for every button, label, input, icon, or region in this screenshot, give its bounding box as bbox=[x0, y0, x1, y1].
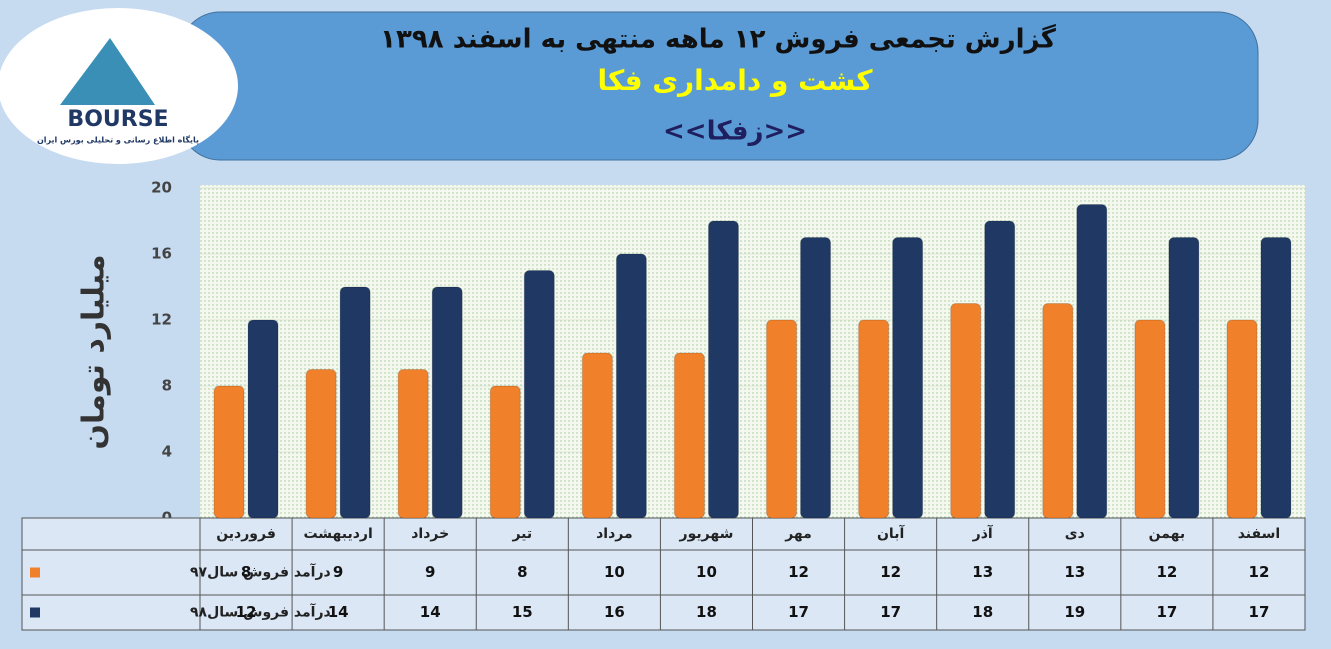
x-tick-label: مرداد bbox=[596, 526, 633, 542]
bar bbox=[673, 352, 705, 519]
bar bbox=[950, 303, 982, 519]
x-tick-label: اسفند bbox=[1238, 526, 1280, 542]
y-axis-label: میلیارد تومان bbox=[77, 254, 112, 449]
legend-swatch bbox=[30, 607, 40, 618]
table-value: 9 bbox=[425, 563, 435, 581]
table-value: 12 bbox=[236, 603, 257, 621]
logo-text: BOURSE bbox=[67, 107, 168, 132]
chart-subtitle: کشت و دامداری فکا bbox=[597, 64, 873, 97]
table-value: 17 bbox=[1156, 603, 1177, 621]
y-tick-label: 12 bbox=[151, 311, 172, 329]
bar bbox=[800, 237, 832, 519]
table-value: 19 bbox=[1064, 603, 1085, 621]
bar bbox=[984, 220, 1016, 519]
table-value: 12 bbox=[880, 563, 901, 581]
bar bbox=[766, 319, 798, 519]
table-value: 13 bbox=[1064, 563, 1085, 581]
x-tick-label: فروردین bbox=[216, 526, 276, 542]
table-value: 16 bbox=[604, 603, 625, 621]
x-tick-label: تیر bbox=[511, 526, 532, 542]
bar bbox=[305, 369, 337, 519]
table-value: 13 bbox=[972, 563, 993, 581]
x-tick-label: آبان bbox=[877, 524, 905, 542]
table-value: 10 bbox=[696, 563, 717, 581]
bar bbox=[581, 352, 613, 519]
y-tick-label: 16 bbox=[151, 245, 172, 263]
plot-area bbox=[200, 185, 1305, 518]
table-value: 17 bbox=[880, 603, 901, 621]
x-tick-label: دی bbox=[1065, 526, 1085, 542]
legend-swatch bbox=[30, 567, 40, 578]
bar bbox=[1076, 204, 1108, 519]
logo-tagline: پایگاه اطلاع رسانی و تحلیلی بورس ایران bbox=[37, 135, 199, 146]
table-value: 9 bbox=[333, 563, 343, 581]
table-value: 17 bbox=[788, 603, 809, 621]
bar bbox=[213, 385, 245, 519]
bar bbox=[1168, 237, 1200, 519]
table-value: 18 bbox=[972, 603, 993, 621]
y-tick-label: 8 bbox=[162, 377, 172, 395]
logo-shape bbox=[60, 38, 155, 105]
y-tick-label: 4 bbox=[162, 443, 172, 461]
table-value: 12 bbox=[1156, 563, 1177, 581]
table-value: 12 bbox=[1249, 563, 1270, 581]
table-value: 8 bbox=[241, 563, 251, 581]
x-tick-label: آذر bbox=[972, 524, 994, 542]
x-tick-label: مهر bbox=[784, 526, 812, 542]
bar bbox=[707, 220, 739, 519]
y-tick-label: 20 bbox=[151, 179, 172, 197]
bar bbox=[523, 270, 555, 519]
bar bbox=[615, 253, 647, 519]
bar bbox=[1260, 237, 1292, 519]
bar bbox=[892, 237, 924, 519]
table-value: 14 bbox=[328, 603, 349, 621]
table-value: 15 bbox=[512, 603, 533, 621]
x-tick-label: اردیبهشت bbox=[303, 526, 372, 542]
bar bbox=[247, 319, 279, 519]
x-tick-label: بهمن bbox=[1149, 526, 1185, 542]
legend-label: درآمد فروش سال۹۸ bbox=[190, 603, 331, 621]
bar bbox=[1134, 319, 1166, 519]
legend-label: درآمد فروش سال۹۷ bbox=[190, 563, 331, 581]
bar bbox=[1042, 303, 1074, 519]
bar bbox=[489, 385, 521, 519]
table-value: 8 bbox=[517, 563, 527, 581]
x-tick-label: خرداد bbox=[411, 526, 449, 542]
table-value: 10 bbox=[604, 563, 625, 581]
bar bbox=[858, 319, 890, 519]
table-value: 18 bbox=[696, 603, 717, 621]
x-tick-label: شهریور bbox=[679, 526, 734, 542]
bar bbox=[339, 286, 371, 519]
bar bbox=[431, 286, 463, 519]
bar bbox=[1226, 319, 1258, 519]
bar bbox=[397, 369, 429, 519]
chart-symbol: <<زفکا>> bbox=[663, 117, 807, 147]
chart-title: گزارش تجمعی فروش ۱۲ ماهه منتهی به اسفند … bbox=[380, 24, 1057, 55]
table-value: 17 bbox=[1249, 603, 1270, 621]
table-value: 14 bbox=[420, 603, 441, 621]
table-value: 12 bbox=[788, 563, 809, 581]
